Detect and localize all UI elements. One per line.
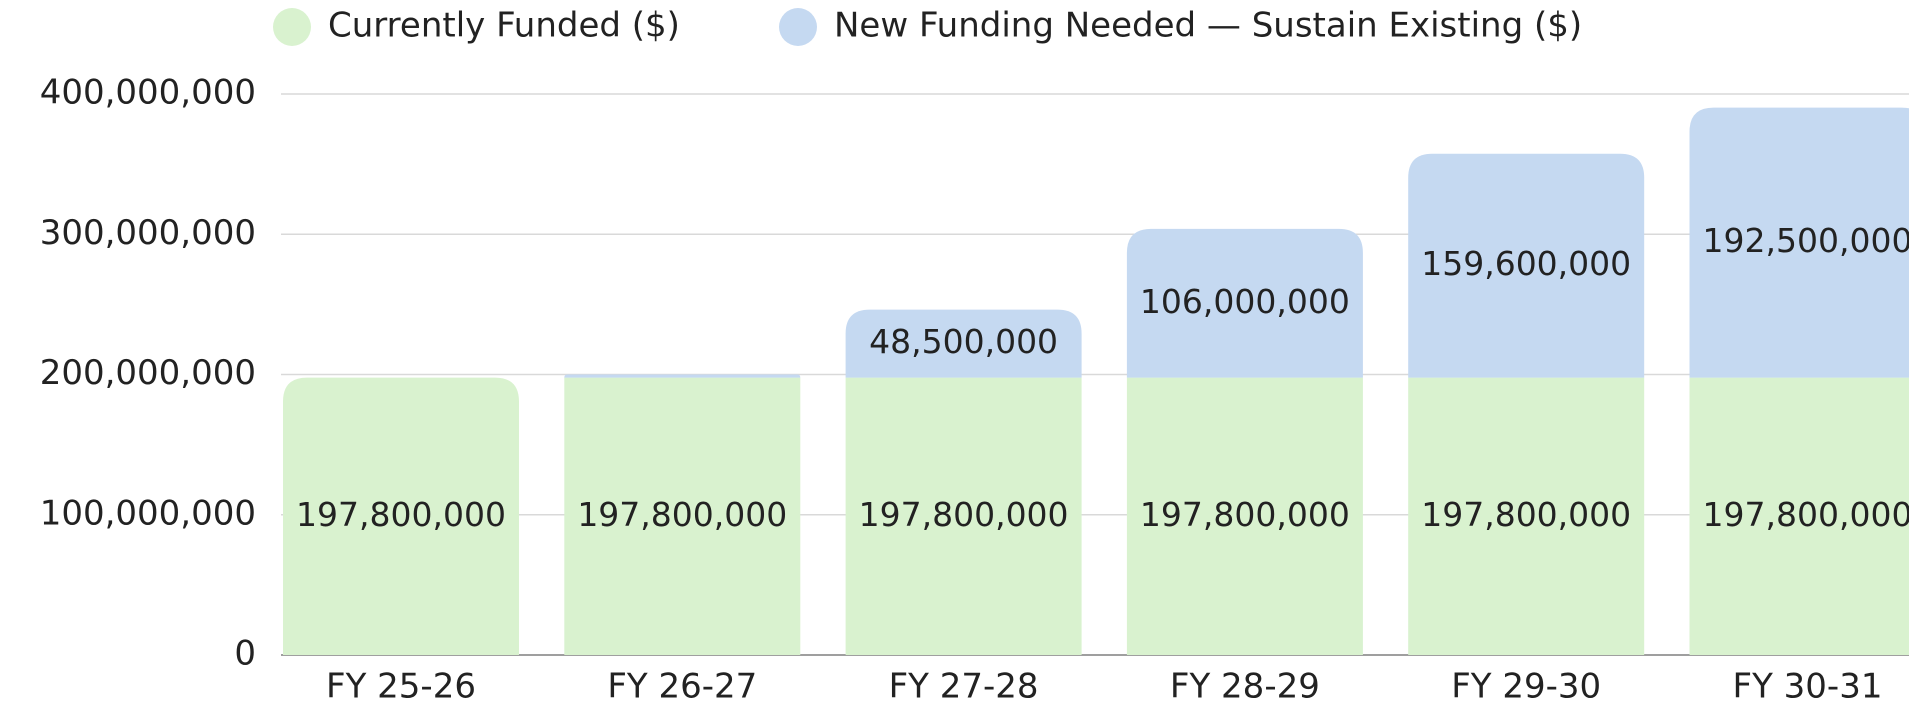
value-label: 106,000,000	[1140, 282, 1350, 321]
value-label: 197,800,000	[296, 495, 506, 534]
x-tick-label: FY 27-28	[889, 667, 1039, 706]
y-tick-label: 300,000,000	[40, 213, 256, 253]
y-tick-label: 200,000,000	[40, 353, 256, 393]
x-tick-label: FY 25-26	[326, 667, 476, 706]
legend-label: New Funding Needed — Sustain Existing ($…	[834, 6, 1582, 46]
bar-segment	[283, 377, 519, 655]
y-tick-label: 400,000,000	[40, 73, 256, 113]
bar-segment	[1689, 377, 1909, 655]
legend-swatch	[273, 8, 311, 46]
bar-segment	[845, 377, 1082, 655]
bar-segment	[1689, 107, 1909, 378]
x-tick-label: FY 30-31	[1733, 667, 1883, 706]
bar-segment	[1126, 377, 1363, 655]
value-label: 197,800,000	[1703, 495, 1909, 534]
legend-label: Currently Funded ($)	[328, 6, 680, 46]
bar-segment	[564, 374, 801, 378]
x-tick-label: FY 26-27	[607, 667, 757, 706]
value-label: 197,800,000	[1140, 495, 1350, 534]
bar-segment	[564, 377, 801, 655]
value-label: 197,800,000	[577, 495, 787, 534]
x-tick-label: FY 28-29	[1170, 667, 1320, 706]
value-label: 197,800,000	[859, 495, 1069, 534]
y-tick-label: 0	[234, 634, 256, 674]
y-tick-label: 100,000,000	[40, 493, 256, 533]
bar-segment	[1408, 153, 1645, 378]
bar-segment	[1126, 228, 1363, 378]
bar-segment	[1408, 377, 1645, 655]
legend-swatch	[779, 8, 817, 46]
bar-segment	[845, 309, 1082, 378]
x-tick-label: FY 29-30	[1451, 667, 1601, 706]
value-label: 192,500,000	[1703, 221, 1909, 260]
value-label: 197,800,000	[1421, 495, 1631, 534]
value-label: 48,500,000	[869, 322, 1058, 361]
value-label: 159,600,000	[1421, 244, 1631, 283]
